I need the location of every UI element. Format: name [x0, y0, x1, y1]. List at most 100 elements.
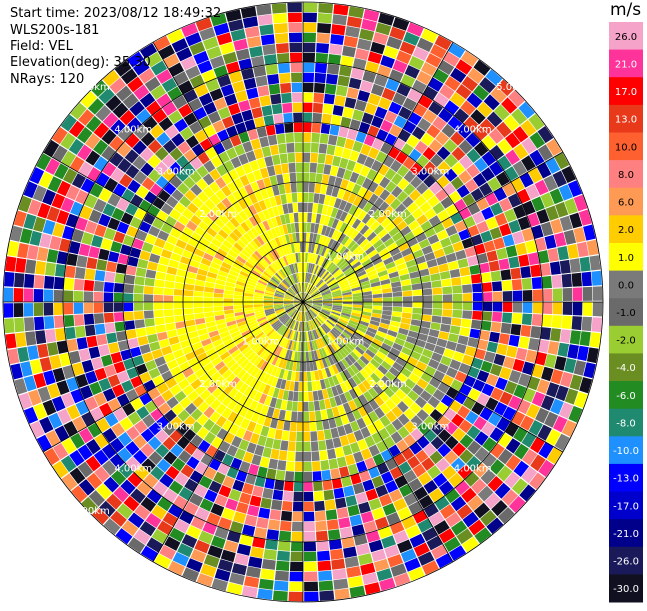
velocity-gate — [355, 329, 365, 337]
velocity-gate — [252, 485, 264, 497]
velocity-gate — [310, 441, 319, 452]
velocity-gate — [471, 402, 485, 416]
velocity-gate — [442, 286, 453, 295]
velocity-gate — [347, 575, 364, 588]
velocity-gate — [482, 311, 493, 321]
velocity-gate — [472, 310, 483, 320]
velocity-gate — [304, 311, 307, 322]
velocity-gate — [103, 302, 114, 313]
velocity-gate — [379, 403, 391, 415]
velocity-gate — [303, 302, 313, 305]
velocity-gate — [221, 507, 235, 521]
velocity-gate — [403, 492, 418, 506]
velocity-gate — [213, 297, 224, 302]
velocity-gate — [287, 451, 296, 462]
velocity-gate — [244, 409, 255, 421]
velocity-gate — [394, 475, 408, 489]
velocity-gate — [173, 289, 184, 296]
velocity-gate — [282, 173, 290, 184]
velocity-gate — [137, 258, 149, 269]
velocity-gate — [288, 441, 296, 452]
velocity-gate — [462, 284, 473, 293]
velocity-gate — [417, 551, 435, 566]
velocity-gate — [488, 412, 502, 427]
velocity-gate — [304, 331, 308, 342]
velocity-gate — [303, 82, 314, 93]
velocity-gate — [258, 371, 267, 382]
velocity-gate — [567, 344, 579, 359]
velocity-gate — [462, 310, 473, 319]
velocity-gate — [555, 385, 569, 402]
velocity-gate — [303, 302, 305, 312]
velocity-gate — [467, 255, 479, 266]
velocity-gate — [307, 310, 312, 320]
velocity-gate — [418, 494, 434, 509]
velocity-gate — [100, 238, 113, 251]
colorbar-tick-label: -8.0 — [616, 419, 636, 430]
velocity-gate — [337, 75, 350, 87]
velocity-gate — [301, 311, 303, 322]
colorbar-tick-label: 2.0 — [618, 225, 634, 236]
velocity-gate — [349, 317, 360, 324]
velocity-gate — [307, 331, 312, 341]
velocity-gate — [458, 362, 471, 375]
velocity-gate — [418, 471, 432, 486]
velocity-gate — [230, 376, 241, 387]
velocity-gate — [76, 337, 88, 350]
velocity-gate — [456, 504, 473, 520]
velocity-gate — [383, 386, 395, 398]
velocity-gate — [497, 432, 513, 448]
velocity-gate — [348, 388, 358, 400]
velocity-gate — [266, 529, 279, 541]
velocity-gate — [473, 502, 490, 519]
velocity-gate — [283, 420, 291, 431]
velocity-gate — [253, 356, 262, 367]
velocity-gate — [267, 375, 275, 386]
velocity-gate — [541, 314, 553, 328]
velocity-gate — [444, 488, 460, 504]
velocity-gate — [275, 560, 290, 571]
velocity-gate — [173, 302, 184, 309]
velocity-gate — [271, 3, 287, 14]
velocity-gate — [582, 302, 593, 316]
velocity-gate — [564, 358, 577, 374]
velocity-gate — [278, 409, 286, 420]
velocity-gate — [351, 334, 362, 343]
velocity-gate — [310, 371, 316, 381]
velocity-gate — [284, 380, 291, 391]
velocity-gate — [343, 329, 353, 337]
velocity-gate — [303, 501, 314, 512]
velocity-gate — [227, 411, 238, 423]
velocity-gate — [457, 405, 471, 419]
velocity-gate — [422, 560, 439, 575]
velocity-gate — [213, 302, 224, 307]
velocity-gate — [513, 384, 527, 399]
velocity-gate — [477, 485, 494, 502]
velocity-gate — [342, 107, 354, 119]
velocity-gate — [280, 399, 288, 411]
velocity-gate — [381, 471, 394, 484]
velocity-gate — [275, 378, 283, 389]
velocity-gate — [329, 397, 337, 408]
velocity-gate — [326, 408, 334, 419]
velocity-gate — [256, 346, 266, 356]
velocity-gate — [324, 356, 332, 367]
velocity-gate — [388, 382, 400, 394]
velocity-gate — [98, 248, 110, 261]
velocity-gate — [254, 444, 265, 456]
velocity-gate — [353, 533, 368, 546]
velocity-gate — [263, 362, 272, 373]
velocity-gate — [537, 424, 552, 441]
range-ring-label: 3.00km — [157, 167, 195, 178]
velocity-gate — [301, 302, 303, 312]
velocity-gate — [253, 380, 263, 391]
velocity-gate — [139, 521, 156, 537]
velocity-gate — [449, 545, 467, 561]
velocity-gate — [492, 302, 503, 312]
velocity-gate — [468, 519, 486, 536]
velocity-gate — [400, 548, 417, 563]
velocity-gate — [321, 309, 331, 314]
velocity-gate — [343, 302, 353, 305]
velocity-gate — [316, 33, 331, 44]
velocity-gate — [464, 471, 480, 487]
